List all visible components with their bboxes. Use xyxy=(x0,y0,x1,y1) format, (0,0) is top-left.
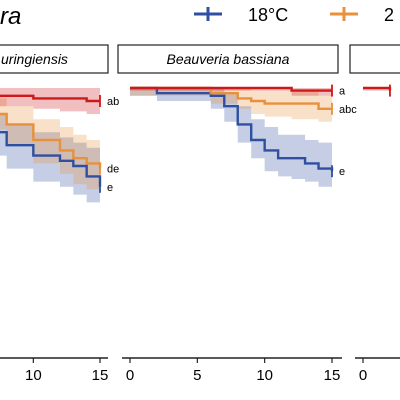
x-tick-label: 10 xyxy=(25,367,42,384)
x-tick-label: 0 xyxy=(126,367,134,384)
panel-title-2: Beauveria bassiana xyxy=(167,51,290,67)
survival-line-red xyxy=(130,86,332,92)
panel-title-box-2 xyxy=(117,44,339,74)
panel-header-2: Beauveria bassiana xyxy=(117,44,339,74)
panel-title-1: uringiensis xyxy=(1,51,68,67)
panel-title-box-1 xyxy=(0,44,109,74)
significance-label-2x-c: abc xyxy=(339,104,357,116)
survival-line-18-c xyxy=(130,86,334,172)
legend: 18°C 2 xyxy=(194,5,394,25)
legend-item-2: 2 xyxy=(330,5,394,25)
confidence-band-18-c xyxy=(0,114,100,208)
x-tick-label: 15 xyxy=(324,367,341,384)
significance-label-18-c: e xyxy=(339,166,345,178)
panel-header-1: uringiensis xyxy=(0,44,109,74)
x-tick-label: 15 xyxy=(92,367,109,384)
panel-header-3 xyxy=(349,44,400,74)
survival-line-2x-c xyxy=(0,112,102,169)
survival-line-red xyxy=(0,94,100,103)
legend-label-2: 2 xyxy=(384,5,394,25)
panel-uringiensis: 10 15 e de ab xyxy=(0,88,119,384)
x-tick-label: 10 xyxy=(256,367,273,384)
survival-line-18-c xyxy=(0,131,102,187)
confidence-band-2x-c xyxy=(130,88,332,122)
confidence-band-18-c xyxy=(130,88,332,192)
significance-label-red: ab xyxy=(107,96,119,108)
x-tick-label: 0 xyxy=(359,367,367,384)
legend-item-18c: 18°C xyxy=(194,5,288,25)
confidence-band-red xyxy=(363,88,390,96)
panel-third: 0 xyxy=(355,84,400,384)
figure-title-fragment: ra xyxy=(0,3,21,30)
x-tick-label: 5 xyxy=(193,367,201,384)
confidence-band-red xyxy=(130,88,332,96)
panel-beauveria-bassiana: 0 5 10 15 e abc a xyxy=(122,84,357,384)
significance-label-2x-c: de xyxy=(107,164,119,176)
legend-label-18c: 18°C xyxy=(248,5,288,25)
significance-label-red: a xyxy=(339,86,346,98)
confidence-band-red xyxy=(0,88,100,114)
confidence-band-2x-c xyxy=(0,98,100,195)
panel-title-box-3 xyxy=(349,44,400,74)
significance-label-18-c: e xyxy=(107,182,113,194)
